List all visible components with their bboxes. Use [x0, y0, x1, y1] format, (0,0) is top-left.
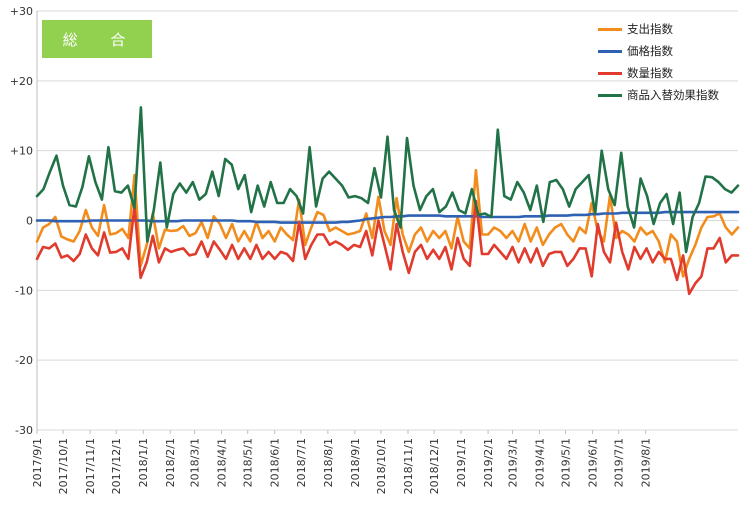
x-tick-label: 2017/12/1: [110, 438, 123, 494]
x-tick-label: 2019/2/1: [482, 438, 495, 487]
y-tick-label: -30: [15, 424, 33, 437]
x-axis: 2017/9/1 2017/10/1 2017/11/1 2017/12/1 2018/…: [31, 430, 653, 494]
legend-item-spending: 支出指数: [598, 18, 719, 40]
legend-swatch-price: [598, 49, 622, 53]
legend-item-price: 価格指数: [598, 40, 719, 62]
y-tick-label: +20: [10, 75, 33, 88]
x-tick-label: 2018/12/1: [428, 438, 441, 494]
x-tick-label: 2018/1/1: [137, 438, 150, 487]
y-tick-label: +10: [10, 145, 33, 158]
x-tick-label: 2018/3/1: [189, 438, 202, 487]
series-line-product-replacement: [35, 106, 740, 254]
legend-label-quantity: 数量指数: [627, 66, 673, 80]
y-tick-label: -20: [15, 354, 33, 367]
legend-label-product-replacement: 商品入替効果指数: [627, 88, 719, 102]
x-tick-label: 2018/5/1: [242, 438, 255, 487]
x-tick-label: 2017/9/1: [31, 438, 44, 487]
x-tick-label: 2018/6/1: [269, 438, 282, 487]
x-tick-label: 2019/5/1: [560, 438, 573, 487]
legend-item-quantity: 数量指数: [598, 62, 719, 84]
x-tick-label: 2017/11/1: [84, 438, 97, 494]
y-tick-label: +30: [10, 5, 33, 18]
x-tick-label: 2018/9/1: [349, 438, 362, 487]
series-line-price: [35, 210, 740, 224]
y-tick-label: 0: [26, 215, 33, 228]
y-axis: -30 -20 -10 0 +10 +20 +30: [10, 5, 38, 437]
x-tick-label: 2019/8/1: [640, 438, 653, 487]
series-line-spending: [35, 168, 740, 278]
y-tick-label: -10: [15, 284, 33, 297]
x-tick-label: 2017/10/1: [57, 438, 70, 494]
chart-legend: 支出指数 価格指数 数量指数 商品入替効果指数: [598, 18, 719, 106]
x-tick-label: 2018/8/1: [322, 438, 335, 487]
legend-swatch-quantity: [598, 71, 622, 75]
series-line-quantity: [35, 199, 740, 296]
x-tick-label: 2018/11/1: [402, 438, 415, 494]
x-tick-label: 2019/4/1: [533, 438, 546, 487]
x-tick-label: 2019/6/1: [587, 438, 600, 487]
x-tick-label: 2018/10/1: [375, 438, 388, 494]
legend-item-product-replacement: 商品入替効果指数: [598, 84, 719, 106]
series-lines: [35, 106, 740, 296]
category-badge: 総 合: [42, 20, 152, 58]
x-tick-label: 2019/3/1: [506, 438, 519, 487]
x-tick-label: 2018/2/1: [164, 438, 177, 487]
x-tick-label: 2019/7/1: [613, 438, 626, 487]
legend-label-spending: 支出指数: [627, 22, 673, 36]
legend-label-price: 価格指数: [627, 44, 673, 58]
x-tick-label: 2019/1/1: [455, 438, 468, 487]
legend-swatch-spending: [598, 27, 622, 31]
x-tick-label: 2018/7/1: [295, 438, 308, 487]
x-tick-label: 2018/4/1: [216, 438, 229, 487]
legend-swatch-product-replacement: [598, 93, 622, 97]
